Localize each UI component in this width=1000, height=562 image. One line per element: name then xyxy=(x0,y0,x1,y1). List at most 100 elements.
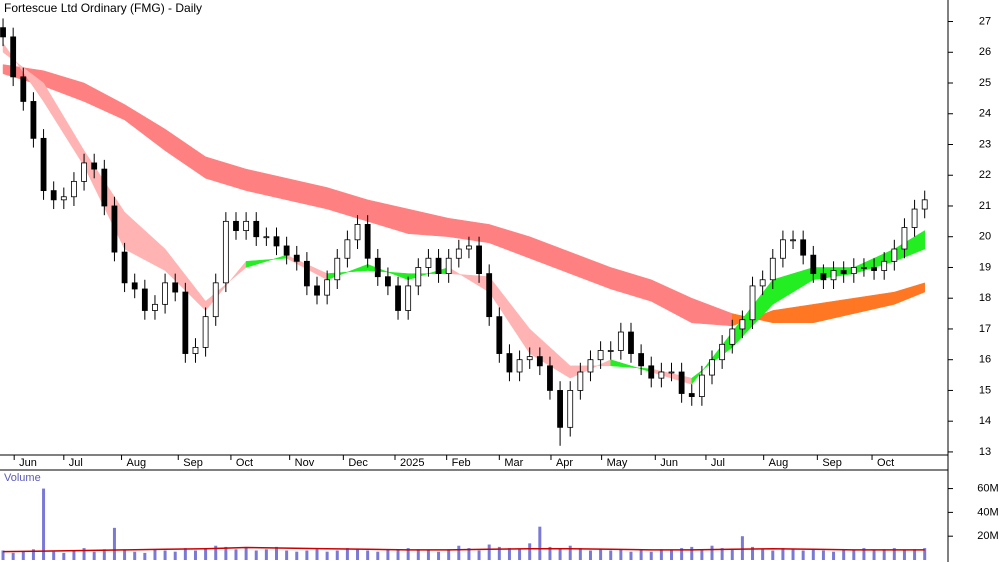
ribbon-segment xyxy=(326,187,368,222)
candle-body xyxy=(141,288,148,311)
ribbon-segment xyxy=(853,291,895,314)
volume-bar xyxy=(720,548,724,560)
x-tick-label: Nov xyxy=(295,457,315,469)
x-tick-label: Oct xyxy=(236,457,253,469)
candle-body xyxy=(628,331,634,354)
y-tick-label: 15 xyxy=(979,384,991,396)
x-tick-label: Mar xyxy=(504,457,523,469)
candle-body xyxy=(60,196,67,201)
ribbon-segment xyxy=(448,267,490,293)
candle-body xyxy=(283,245,290,256)
volume-bar xyxy=(872,550,876,560)
volume-bar xyxy=(832,551,836,560)
ribbon-segment xyxy=(772,304,814,324)
volume-bar xyxy=(21,551,25,560)
candle-body xyxy=(395,285,401,311)
volume-bar xyxy=(123,550,127,560)
volume-ma xyxy=(3,546,925,553)
ribbon-segment xyxy=(813,297,855,324)
candle-body xyxy=(496,316,503,354)
candle-body xyxy=(425,257,432,268)
volume-bar xyxy=(649,551,653,560)
candle-body xyxy=(293,254,300,262)
volume-bar xyxy=(599,549,603,560)
ribbon-segment xyxy=(772,267,814,305)
candle-body xyxy=(719,343,726,361)
candle-body xyxy=(334,257,341,281)
candle-body xyxy=(921,199,928,210)
volume-bar xyxy=(538,526,542,560)
candle-body xyxy=(840,270,847,275)
candle-body xyxy=(405,285,412,311)
volume-bar xyxy=(183,548,187,560)
candle-body xyxy=(820,273,827,281)
x-tick-label: Aug xyxy=(127,457,147,469)
volume-bar xyxy=(862,548,866,560)
ribbon-segment xyxy=(164,128,206,179)
volume-bar xyxy=(588,550,592,560)
ribbon-segment xyxy=(488,224,530,259)
y-tick-label: 40M xyxy=(977,506,998,518)
volume-bar xyxy=(902,550,906,560)
candle-body xyxy=(50,190,57,201)
candle-body xyxy=(911,208,918,228)
volume-bar xyxy=(507,548,511,560)
candle-body xyxy=(131,282,138,290)
candle-body xyxy=(597,350,604,361)
candle-body xyxy=(303,260,310,287)
candle-body xyxy=(344,239,351,259)
y-tick-label: 19 xyxy=(979,261,991,273)
ribbon-segment xyxy=(407,208,449,237)
candle-body xyxy=(101,168,108,207)
candle-body xyxy=(638,353,645,367)
ribbon-segment xyxy=(83,82,125,121)
volume-bar xyxy=(771,550,775,560)
volume-bar xyxy=(923,548,927,560)
candle-body xyxy=(891,248,898,262)
ribbon-segment xyxy=(124,211,166,271)
volume-bar xyxy=(882,549,886,560)
x-tick-label: Jun xyxy=(19,457,37,469)
volume-bar xyxy=(629,551,633,560)
volume-bar xyxy=(497,546,501,560)
candle-body xyxy=(324,279,331,296)
volume-bar xyxy=(467,548,471,560)
volume-bar xyxy=(92,551,96,560)
candle-body xyxy=(91,162,98,170)
ribbon-segment xyxy=(894,282,925,305)
volume-bar xyxy=(315,549,319,560)
candle-body xyxy=(830,270,837,281)
volume-bar xyxy=(153,549,157,560)
candle-body xyxy=(557,390,563,428)
volume-bar xyxy=(710,545,714,560)
x-tick-label: Jun xyxy=(660,457,678,469)
volume-bar xyxy=(528,543,532,560)
candle-body xyxy=(648,365,655,379)
volume-bar xyxy=(426,550,430,560)
candle-body xyxy=(162,282,168,305)
candle-body xyxy=(111,205,118,253)
ribbon-segment xyxy=(569,251,611,290)
volume-bar xyxy=(143,552,147,560)
volume-bar xyxy=(821,550,825,560)
candle-body xyxy=(729,328,736,345)
volume-bar xyxy=(285,550,289,560)
ribbon-segment xyxy=(691,297,733,327)
volume-bar xyxy=(72,550,76,560)
volume-bar xyxy=(791,549,795,560)
volume-bar xyxy=(518,549,522,560)
candle-body xyxy=(516,359,523,373)
y-tick-label: 27 xyxy=(979,15,991,27)
volume-bar xyxy=(659,549,663,560)
volume-bar xyxy=(31,549,35,560)
volume-bar xyxy=(1,550,5,560)
candle-body xyxy=(182,291,189,354)
volume-bar xyxy=(11,552,15,560)
x-tick-label: Sep xyxy=(183,457,203,469)
y-tick-label: 26 xyxy=(979,46,991,58)
candle-body xyxy=(769,257,776,281)
y-tick-label: 25 xyxy=(979,77,991,89)
ribbon-segment xyxy=(894,230,925,262)
y-tick-label: 20 xyxy=(979,231,991,243)
volume-bar xyxy=(437,551,441,560)
